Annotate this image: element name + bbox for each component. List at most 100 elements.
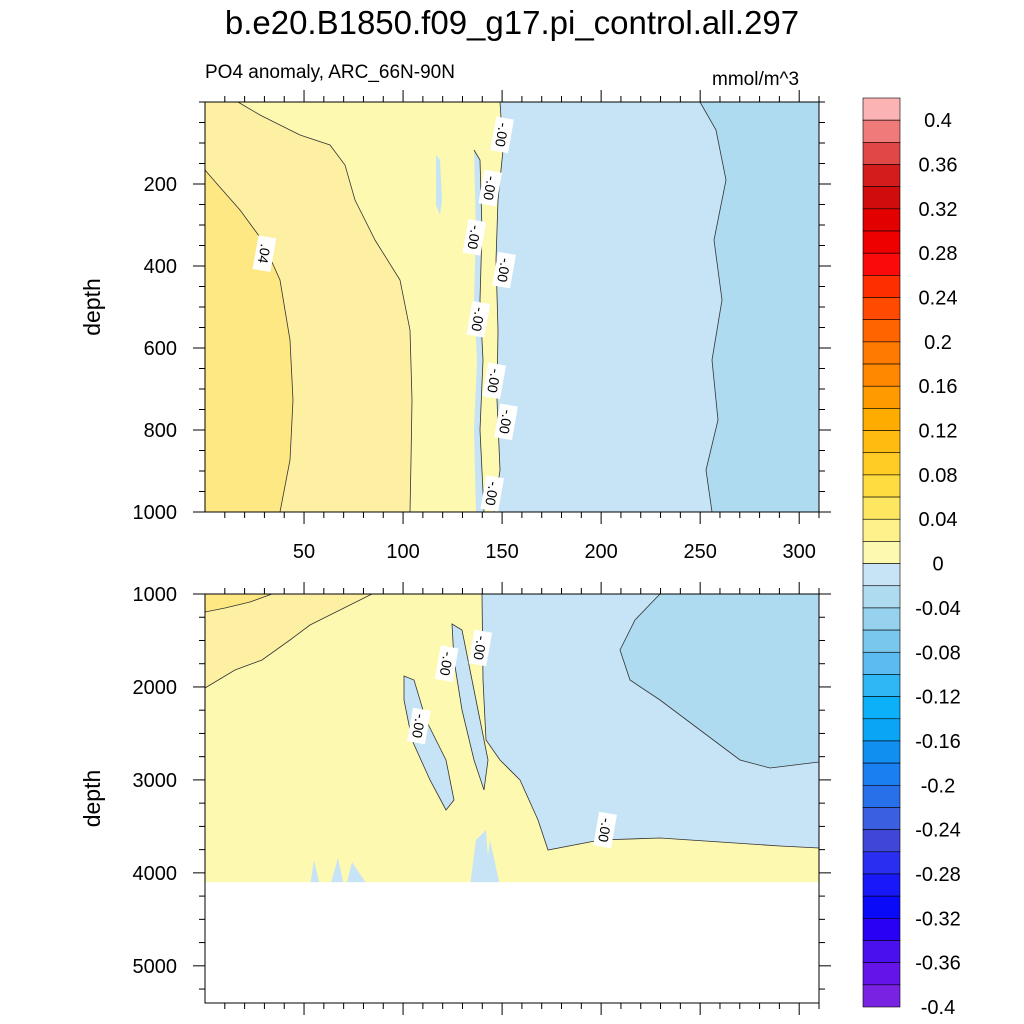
bottom-contour-label-bg	[407, 707, 431, 745]
colorbar-box	[862, 97, 901, 121]
colorbar-box	[862, 252, 901, 276]
colorbar-box	[862, 962, 901, 986]
bottom-contour-label-text: -.00	[595, 817, 615, 844]
colorbar-box	[862, 186, 901, 210]
colorbar-box	[862, 430, 901, 454]
bottom-ytick-label: 4000	[133, 863, 178, 885]
bot-field-blue-lens-1	[452, 624, 488, 790]
top-contour-label: -.00	[494, 403, 518, 441]
bottom-ytick-label: 2000	[133, 677, 178, 699]
bot-contour-zero	[481, 594, 819, 851]
top-contour-neg	[699, 102, 727, 512]
bot-contour-0.04	[205, 594, 273, 613]
colorbar-box	[862, 275, 901, 298]
colorbar-label: -0.08	[915, 642, 961, 664]
axes: 200 400 600 800 1000 50 100 150 200 250 300 depth 10…	[79, 90, 831, 1015]
colorbar-box	[862, 740, 901, 764]
colorbar-box	[862, 940, 901, 963]
bot-field-blue-right	[620, 594, 819, 768]
top-contour-label-bg	[482, 362, 506, 400]
panel-subtitle: PO4 anomaly, ARC_66N-90N	[205, 62, 455, 83]
colorbar-label: -0.24	[915, 820, 961, 842]
top-ylabel: depth	[79, 278, 105, 336]
bot-field-pale-yellow	[205, 594, 819, 886]
top-contour-0.02	[237, 102, 413, 512]
colorbar-box	[862, 452, 901, 476]
top-ytick-label: 1000	[133, 502, 178, 524]
colorbar-box	[862, 651, 901, 675]
top-xtick-label: 100	[386, 541, 419, 563]
bottom-frame	[204, 593, 820, 1004]
top-field-blue-right	[700, 102, 819, 512]
top-contour-label: -.00	[466, 300, 491, 338]
units-label: mmol/m^3	[712, 69, 800, 90]
colorbar-label: -0.04	[915, 598, 961, 620]
colorbar-label: 0.2	[924, 332, 952, 354]
bot-contour-lens-1	[451, 623, 489, 791]
colorbar-box	[862, 607, 901, 631]
colorbar-label: -0.28	[915, 864, 961, 886]
bot-contour-0.02	[205, 594, 373, 689]
colorbar-label: 0.32	[919, 199, 958, 221]
top-ytick-label: 600	[144, 338, 177, 360]
top-contour-label-text: -.00	[496, 409, 516, 436]
colorbar-label: -0.16	[915, 731, 961, 753]
bottom-panel-field	[205, 594, 819, 886]
colorbar-label: 0.36	[919, 155, 958, 177]
colorbar-box	[862, 496, 901, 520]
colorbar-box	[862, 563, 901, 587]
colorbar-box	[862, 363, 901, 387]
colorbar: 0.4 0.36 0.32 0.28 0.24 0.2 0.16 0.12 0.08 0.04 0 -…	[862, 97, 961, 1019]
top-contour-label-text: -.00	[484, 368, 504, 395]
colorbar-label: -0.4	[921, 997, 955, 1019]
colorbar-box	[862, 984, 901, 1008]
colorbar-label: 0.4	[924, 110, 952, 132]
colorbar-box	[862, 119, 901, 143]
top-contour-label-text: -.00	[464, 224, 484, 251]
top-contour-label-text: -.00	[468, 306, 488, 333]
top-xtick-label: 300	[783, 541, 816, 563]
top-field-blue-streak	[436, 155, 442, 215]
colorbar-label: -0.12	[915, 687, 961, 709]
top-xtick-label: 50	[293, 541, 315, 563]
bottom-ytick-label: 5000	[133, 956, 178, 978]
bottom-ylabel: depth	[79, 770, 105, 828]
top-contour-label-bg	[252, 235, 277, 273]
bottom-contour-label: -.00	[407, 707, 431, 745]
bot-contour-lens-2	[403, 675, 455, 811]
top-contour-label-bg	[494, 403, 518, 441]
top-contour-zero-b	[473, 149, 485, 512]
colorbar-box	[862, 164, 901, 187]
bottom-contour-label-bg	[434, 645, 459, 683]
colorbar-box	[862, 829, 901, 853]
top-contour-label-bg	[462, 218, 487, 256]
colorbar-box	[862, 142, 901, 165]
top-contour-label-bg	[480, 475, 505, 512]
bottom-contour-label-bg	[593, 811, 617, 849]
colorbar-box	[862, 762, 901, 786]
colorbar-box	[862, 674, 901, 697]
bottom-contour-label-text: -.00	[470, 635, 490, 662]
colorbar-box	[862, 918, 901, 941]
colorbar-box	[862, 541, 901, 564]
colorbar-label: 0.12	[919, 421, 958, 443]
bottom-contour-label-text: -.00	[409, 713, 429, 740]
top-xtick-label: 150	[485, 541, 518, 563]
top-contour-label-bg	[466, 300, 491, 338]
top-contour-label: -.00	[490, 116, 514, 154]
top-xtick-label: 250	[683, 541, 716, 563]
colorbar-box	[862, 851, 901, 875]
top-panel-field	[205, 102, 819, 512]
colorbar-box	[862, 718, 901, 742]
top-contour-label-text: -.00	[480, 175, 500, 202]
top-field-yellow	[205, 170, 293, 512]
colorbar-box	[862, 297, 901, 321]
bottom-contour-label-text: -.00	[437, 650, 457, 677]
colorbar-box	[862, 208, 901, 232]
top-ytick-label: 400	[144, 256, 177, 278]
top-contour-label: -.00	[480, 475, 505, 512]
colorbar-box	[862, 585, 901, 609]
contour-labels: .04-.00-.00-.00-.00-.00-.00-.00-.00-.00-…	[252, 116, 617, 849]
bottom-ytick-label: 3000	[133, 770, 178, 792]
